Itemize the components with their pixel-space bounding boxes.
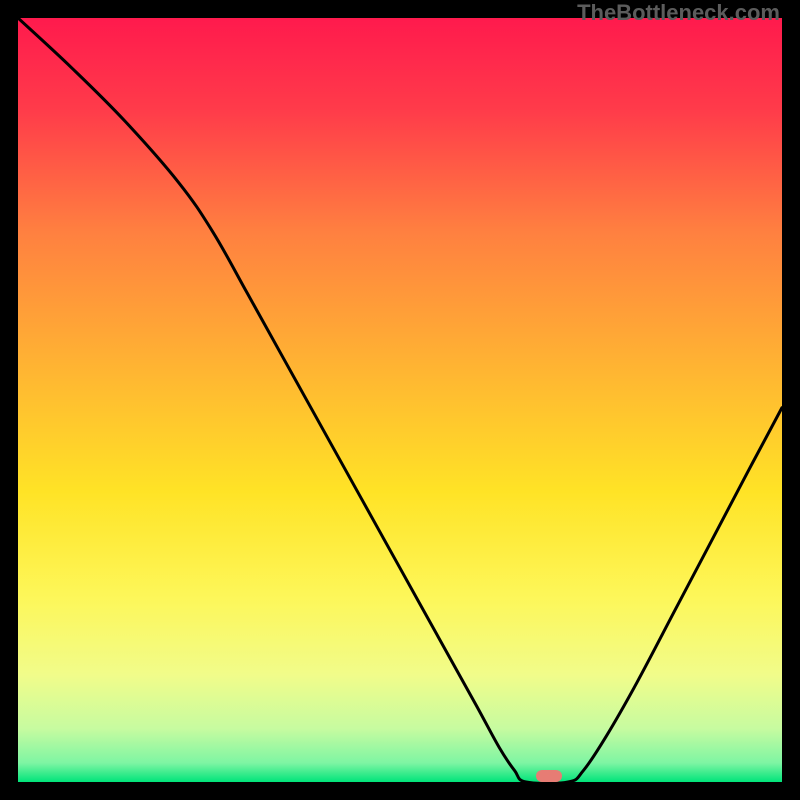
bottleneck-curve-svg bbox=[18, 18, 782, 782]
chart-container: TheBottleneck.com bbox=[0, 0, 800, 800]
bottleneck-curve bbox=[18, 18, 782, 782]
attribution-text: TheBottleneck.com bbox=[577, 0, 780, 26]
optimal-point-marker bbox=[536, 770, 562, 782]
plot-area bbox=[18, 18, 782, 782]
